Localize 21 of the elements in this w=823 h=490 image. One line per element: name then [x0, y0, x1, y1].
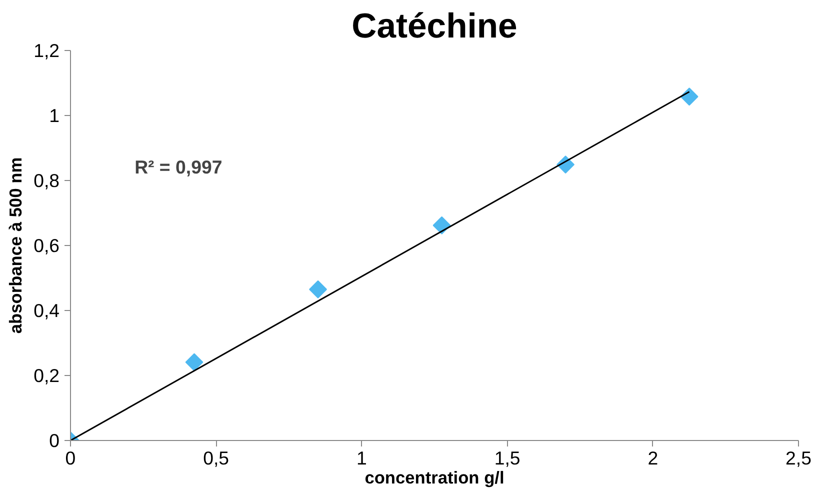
x-tick-label: 1,5: [494, 448, 520, 468]
x-tick-label: 0: [65, 448, 76, 468]
point: [680, 88, 698, 106]
point: [309, 280, 328, 298]
x-tick-label: 2: [648, 448, 658, 468]
point: [185, 353, 204, 372]
point: [432, 216, 451, 234]
y-tick-label: 0,8: [34, 170, 60, 191]
x-tick-label: 1: [356, 448, 367, 468]
y-axis-title: absorbance à 500 nm: [6, 157, 26, 334]
y-tick-label: 0,6: [34, 235, 60, 256]
y-tick-label: 0,2: [34, 365, 60, 386]
x-tick-label: 2,5: [786, 448, 812, 468]
x-axis-title: concentration g/l: [364, 468, 504, 488]
annotation: R² = 0,997: [134, 156, 222, 178]
y-tick-label: 1,2: [34, 40, 60, 61]
x-tick-label: 0,5: [203, 448, 230, 468]
y-tick-label: 0: [49, 430, 60, 451]
y-tick-label: 1: [49, 105, 60, 126]
chart-title: Catéchine: [352, 8, 518, 46]
y-tick-label: 0,4: [34, 300, 60, 321]
